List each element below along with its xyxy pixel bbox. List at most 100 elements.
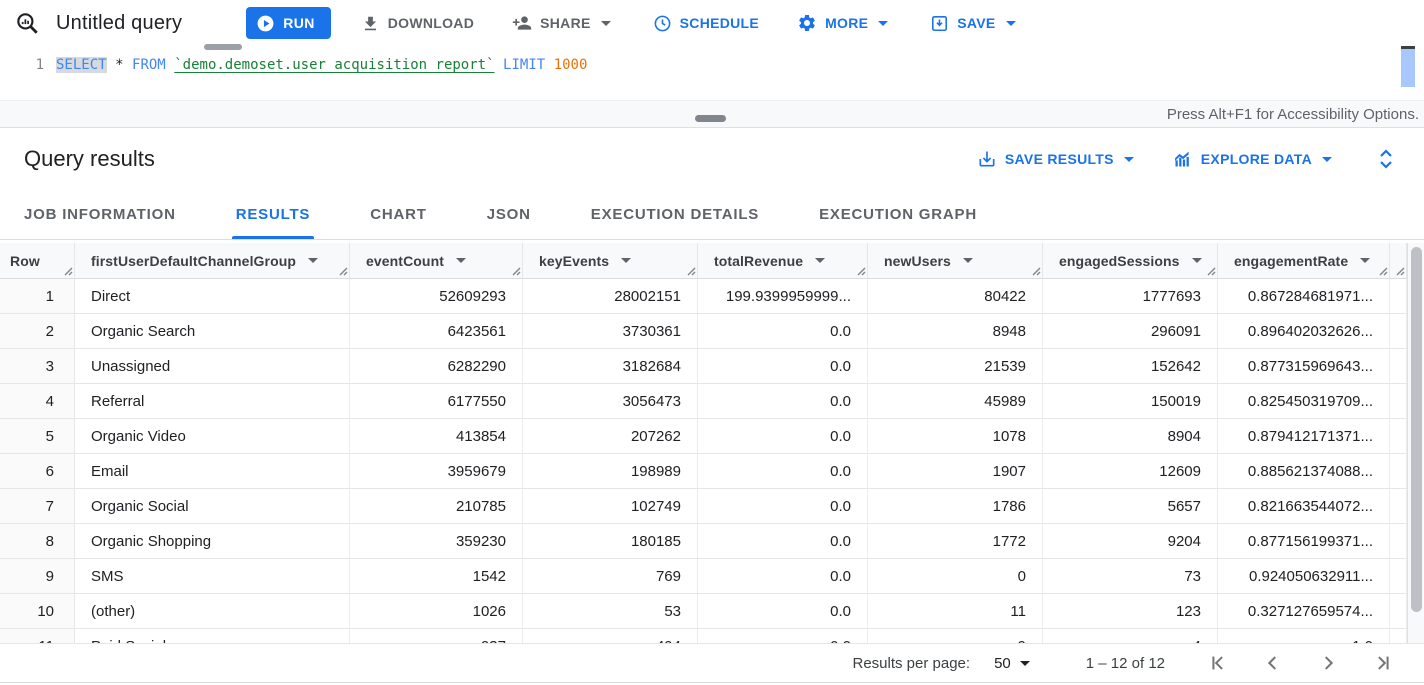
- table-cell-stub: [1390, 629, 1407, 643]
- table-cell: 0.0: [698, 559, 868, 594]
- column-header-row[interactable]: Row: [0, 243, 75, 279]
- column-header-keyevents[interactable]: keyEvents: [523, 243, 698, 279]
- column-menu-caret-icon[interactable]: [308, 258, 319, 263]
- column-resize-grip[interactable]: [685, 265, 696, 276]
- editor-scrollbar[interactable]: [1401, 46, 1415, 100]
- table-scrollbar-thumb[interactable]: [1411, 247, 1422, 612]
- table-cell: Organic Search: [75, 314, 350, 349]
- share-button[interactable]: SHARE: [508, 7, 615, 39]
- table-cell: 80422: [868, 279, 1043, 314]
- column-resize-grip[interactable]: [1030, 265, 1041, 276]
- table-cell: 769: [523, 559, 698, 594]
- row-number-cell: 11: [0, 629, 75, 643]
- tab-results[interactable]: RESULTS: [231, 190, 315, 239]
- accessibility-bar: Press Alt+F1 for Accessibility Options.: [0, 100, 1424, 128]
- table-cell-stub: [1390, 594, 1407, 629]
- table-cell: 207262: [523, 419, 698, 454]
- table-cell: 0.0: [698, 349, 868, 384]
- save-button[interactable]: SAVE: [926, 8, 1019, 39]
- tab-json[interactable]: JSON: [486, 206, 531, 223]
- more-button[interactable]: MORE: [793, 7, 892, 39]
- tab-execution-details[interactable]: EXECUTION DETAILS: [590, 206, 760, 223]
- previous-page-button[interactable]: [1262, 652, 1284, 674]
- column-header-eventcount[interactable]: eventCount: [350, 243, 523, 279]
- table-scrollbar[interactable]: [1407, 243, 1424, 643]
- table-cell: 3959679: [350, 454, 523, 489]
- table-cell-stub: [1390, 419, 1407, 454]
- table-cell: 0.885621374088...: [1218, 454, 1390, 489]
- table-cell: 5657: [1043, 489, 1218, 524]
- table-cell: 52609293: [350, 279, 523, 314]
- chevron-down-icon: [1005, 20, 1016, 26]
- column-menu-caret-icon[interactable]: [815, 258, 826, 263]
- column-menu-caret-icon[interactable]: [1360, 258, 1371, 263]
- column-menu-caret-icon[interactable]: [621, 258, 632, 263]
- last-page-button[interactable]: [1372, 652, 1394, 674]
- column-header-totalrevenue[interactable]: totalRevenue: [698, 243, 868, 279]
- table-cell: 0.0: [698, 594, 868, 629]
- table-cell: 3182684: [523, 349, 698, 384]
- table-row: 3 Unassigned 6282290 3182684 0.0 21539 152642 0…: [0, 349, 1407, 384]
- column-menu-caret-icon[interactable]: [456, 258, 466, 263]
- run-button[interactable]: RUN: [246, 7, 331, 39]
- person-add-icon: [512, 13, 532, 33]
- table-cell-stub: [1390, 559, 1407, 594]
- sql-table-reference-link[interactable]: `demo.demoset.user_acquisition_report`: [174, 57, 495, 73]
- explore-data-button[interactable]: EXPLORE DATA: [1172, 149, 1332, 170]
- column-resize-grip[interactable]: [1377, 265, 1388, 276]
- gear-icon: [797, 13, 817, 33]
- table-cell: 0.0: [698, 419, 868, 454]
- table-cell: 12609: [1043, 454, 1218, 489]
- save-icon: [930, 14, 949, 33]
- sql-editor[interactable]: 1 SELECT * FROM `demo.demoset.user_acquisit…: [0, 44, 1424, 100]
- table-cell: 8904: [1043, 419, 1218, 454]
- table-cell: Organic Social: [75, 489, 350, 524]
- chevron-down-icon: [1322, 156, 1332, 162]
- page-size-dropdown[interactable]: 50: [994, 655, 1030, 672]
- row-number-cell: 2: [0, 314, 75, 349]
- column-resize-grip[interactable]: [855, 265, 866, 276]
- tab-chart[interactable]: CHART: [370, 206, 427, 223]
- schedule-button[interactable]: SCHEDULE: [649, 8, 763, 39]
- table-header-row: Row firstUserDefaultChannelGroup eventCoun…: [0, 243, 1407, 279]
- tab-job-information[interactable]: JOB INFORMATION: [24, 206, 176, 223]
- column-menu-caret-icon[interactable]: [1191, 258, 1202, 263]
- pane-divider-handle[interactable]: [695, 115, 726, 122]
- accessibility-hint: Press Alt+F1 for Accessibility Options.: [1166, 105, 1419, 123]
- column-resize-grip[interactable]: [62, 265, 73, 276]
- download-button[interactable]: DOWNLOAD: [357, 8, 478, 39]
- column-resize-grip[interactable]: [1205, 265, 1216, 276]
- chevron-down-icon: [600, 20, 611, 26]
- column-header-label: eventCount: [366, 252, 444, 269]
- column-resize-grip[interactable]: [1394, 265, 1405, 276]
- column-resize-grip[interactable]: [337, 265, 348, 276]
- chevron-down-icon: [878, 20, 889, 26]
- editor-scrollbar-thumb[interactable]: [1401, 49, 1415, 87]
- row-number-cell: 1: [0, 279, 75, 314]
- column-header-engagedsessions[interactable]: engagedSessions: [1043, 243, 1218, 279]
- table-cell: 1542: [350, 559, 523, 594]
- column-resize-grip[interactable]: [510, 265, 521, 276]
- table-cell: 0.877156199371...: [1218, 524, 1390, 559]
- column-menu-caret-icon[interactable]: [962, 258, 973, 263]
- sql-code-line[interactable]: SELECT * FROM `demo.demoset.user_acquisitio…: [56, 55, 587, 95]
- row-number-cell: 6: [0, 454, 75, 489]
- table-cell: 0.896402032626...: [1218, 314, 1390, 349]
- query-tab-title[interactable]: Untitled query: [56, 11, 183, 34]
- row-number-cell: 5: [0, 419, 75, 454]
- next-page-button[interactable]: [1317, 652, 1339, 674]
- table-cell: 0.0: [698, 629, 868, 643]
- table-cell: 0: [868, 559, 1043, 594]
- save-results-button[interactable]: SAVE RESULTS: [977, 149, 1134, 169]
- column-header-newusers[interactable]: newUsers: [868, 243, 1043, 279]
- tab-execution-graph[interactable]: EXECUTION GRAPH: [819, 206, 977, 223]
- query-magnifier-icon: [14, 10, 40, 36]
- table-cell: 102749: [523, 489, 698, 524]
- first-page-button[interactable]: [1207, 652, 1229, 674]
- table-row: 4 Referral 6177550 3056473 0.0 45989 150019 0.8…: [0, 384, 1407, 419]
- column-header-engagementrate[interactable]: engagementRate: [1218, 243, 1390, 279]
- expand-collapse-icon[interactable]: [1376, 147, 1396, 171]
- column-header-firstuserdefaultchannelgroup[interactable]: firstUserDefaultChannelGroup: [75, 243, 350, 279]
- editor-resize-handle[interactable]: [204, 44, 242, 50]
- table-cell: Organic Shopping: [75, 524, 350, 559]
